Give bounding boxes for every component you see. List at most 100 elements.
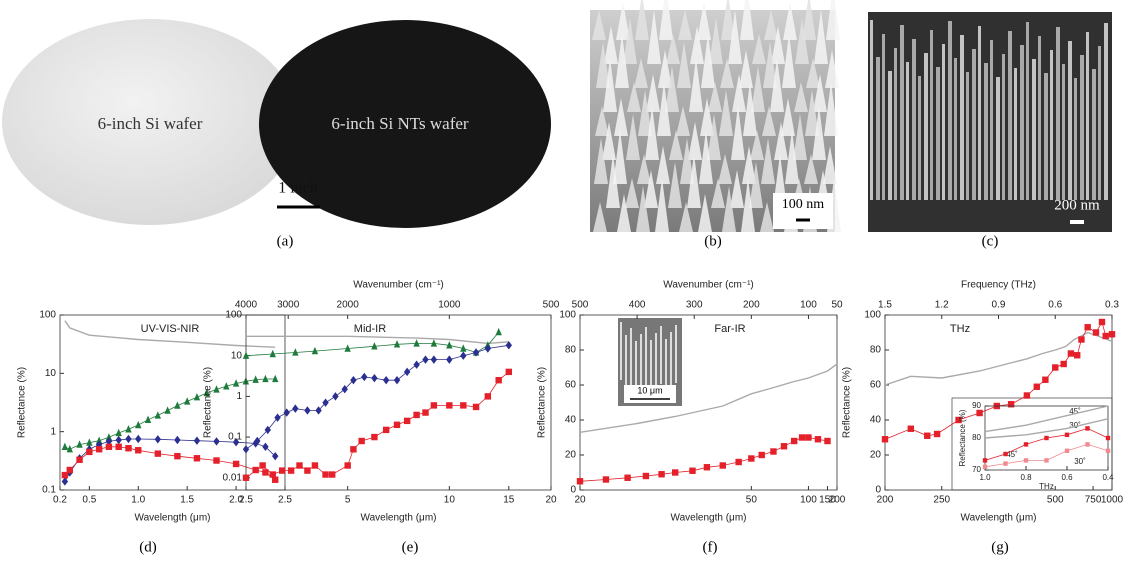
- marker: [495, 376, 502, 384]
- x2-tick-label: 4000: [235, 300, 258, 311]
- spike: [637, 154, 651, 184]
- spike: [741, 178, 755, 232]
- rod: [1032, 59, 1036, 200]
- x-tick-label: 200: [829, 495, 846, 506]
- spike: [595, 106, 609, 136]
- marker: [232, 460, 240, 468]
- marker: [1060, 360, 1067, 368]
- marker: [430, 339, 438, 347]
- series-line: [246, 335, 509, 345]
- marker: [805, 434, 812, 441]
- spike: [604, 26, 618, 64]
- spike: [606, 154, 620, 208]
- spike: [594, 138, 608, 184]
- marker: [341, 385, 348, 394]
- inset-texture: [620, 322, 677, 399]
- rod: [625, 335, 627, 393]
- annotation: 45˚: [1069, 407, 1081, 416]
- spike: [805, 90, 819, 136]
- marker: [329, 471, 336, 478]
- marker: [1042, 376, 1049, 383]
- series-line: [245, 344, 509, 450]
- spike: [771, 26, 785, 64]
- spike: [623, 18, 637, 64]
- marker: [358, 437, 365, 445]
- annotation: THz: [950, 323, 970, 335]
- y-tick-label: 80: [565, 345, 577, 356]
- rod: [984, 63, 988, 200]
- x-tick-label: 50: [746, 495, 758, 506]
- scale-label: 10 μm: [637, 385, 662, 395]
- rod: [912, 39, 916, 200]
- marker: [460, 402, 467, 409]
- rod: [900, 25, 904, 200]
- rod: [635, 341, 637, 399]
- spike: [793, 114, 807, 160]
- marker: [982, 458, 988, 463]
- spike: [679, 202, 693, 232]
- panel-label: (c): [982, 233, 999, 249]
- spike: [782, 34, 796, 88]
- marker: [460, 344, 467, 352]
- x-tick-label: 0.5: [82, 495, 96, 506]
- rod: [620, 322, 622, 380]
- sem-texture: [592, 0, 841, 232]
- series-line: [984, 405, 1109, 433]
- rod: [1050, 50, 1053, 200]
- marker: [262, 442, 269, 452]
- marker: [262, 469, 269, 476]
- panel-label: (g): [991, 539, 1009, 555]
- marker: [274, 413, 281, 422]
- marker: [798, 434, 806, 441]
- marker: [735, 458, 742, 466]
- marker: [1007, 401, 1015, 408]
- rod: [1008, 31, 1012, 200]
- x2-tick-label: 0.9: [992, 300, 1006, 311]
- rod: [670, 332, 672, 390]
- y-axis-label: Reflectance (%): [958, 409, 967, 466]
- marker: [780, 443, 788, 450]
- rod: [954, 58, 957, 200]
- rod: [1080, 55, 1084, 200]
- marker: [242, 351, 250, 359]
- x-tick-label: 10: [444, 495, 456, 506]
- y-axis-label: Reflectance (%): [203, 367, 214, 438]
- marker: [262, 374, 269, 383]
- rod: [894, 48, 897, 200]
- spike: [659, 0, 673, 40]
- marker: [484, 344, 492, 353]
- rod: [1044, 73, 1048, 200]
- marker: [254, 436, 261, 446]
- y-tick-label: 10: [45, 368, 57, 379]
- spike: [740, 0, 754, 40]
- marker: [881, 436, 889, 443]
- marker: [1074, 352, 1081, 359]
- marker: [174, 452, 181, 460]
- si-wafer: [2, 19, 298, 225]
- marker: [86, 438, 93, 446]
- marker: [602, 476, 610, 483]
- marker: [304, 467, 311, 474]
- wafer-label: 6-inch Si NTs wafer: [331, 114, 468, 133]
- spike: [645, 106, 659, 160]
- marker: [95, 436, 103, 444]
- rod: [972, 49, 976, 200]
- spike: [731, 106, 745, 160]
- rod: [1086, 32, 1089, 200]
- marker: [624, 474, 631, 481]
- marker: [371, 433, 378, 441]
- marker: [1085, 426, 1090, 431]
- y-tick-label: 100: [559, 310, 576, 321]
- marker: [403, 417, 411, 425]
- marker: [154, 450, 162, 457]
- x-tick-label: 2.5: [278, 495, 292, 506]
- series-line: [884, 331, 1113, 386]
- marker: [1064, 448, 1070, 453]
- marker: [703, 464, 711, 471]
- spike: [700, 98, 714, 136]
- y-tick-label: 70: [972, 465, 981, 474]
- marker: [242, 474, 250, 481]
- y-tick-label: 100: [864, 310, 881, 321]
- rod: [990, 40, 993, 200]
